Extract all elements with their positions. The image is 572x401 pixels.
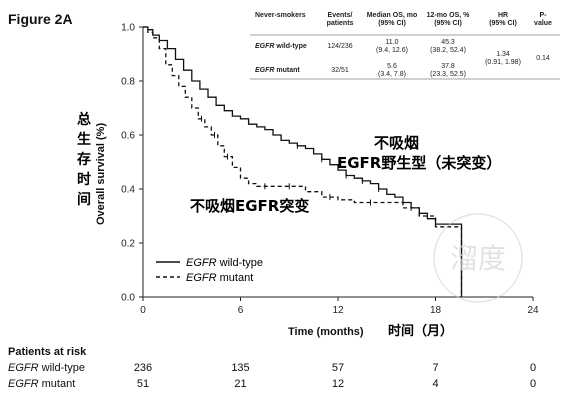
x-tick-label: 18	[430, 305, 442, 316]
table-header: 12-mo OS, %	[427, 12, 471, 19]
y-tick-label: 0.6	[121, 131, 135, 142]
table-cell-os12: 37.8	[441, 63, 455, 70]
watermark-logo: 溜度	[433, 213, 523, 303]
table-header: Median OS, mo	[367, 12, 418, 19]
y-tick-label: 1.0	[121, 23, 135, 34]
table-cell-events: 124/236	[327, 43, 352, 50]
chart-legend: EGFR wild-type EGFR mutant	[156, 257, 263, 284]
table-header: P-	[540, 12, 548, 19]
x-axis-title-cn: 时间（月）	[388, 323, 453, 339]
risk-row-label: EGFR wild-type	[8, 362, 86, 374]
mutant-curve	[143, 26, 463, 297]
table-cell-os12-ci: (23.3, 52.5)	[430, 71, 466, 78]
table-header: Never-smokers	[255, 12, 306, 19]
table-header: (95% CI)	[434, 20, 462, 27]
table-cell-os12-ci: (38.2, 52.4)	[430, 47, 466, 54]
risk-table-title: Patients at risk	[8, 346, 87, 358]
chart-axes: Time (months) 时间（月） Overall survival (%) 总生…	[77, 27, 533, 339]
risk-count: 0	[529, 378, 537, 390]
x-tick-label: 24	[527, 305, 539, 316]
table-cell-median-ci: (3.4, 7.8)	[378, 71, 406, 78]
table-row-group: EGFR mutant	[255, 67, 300, 74]
risk-table-row: EGFR mutant 51 21 12 4 0	[0, 378, 572, 392]
watermark-ring	[433, 213, 523, 303]
x-tick-label: 6	[238, 305, 244, 316]
risk-count: 12	[331, 378, 345, 390]
chart-censor-marks	[201, 115, 436, 228]
y-tick-label: 0.8	[121, 77, 135, 88]
annotation-mutant: 不吸烟EGFR突变	[190, 197, 309, 215]
risk-table-row: EGFR wild-type 236 135 57 7 0	[0, 362, 572, 376]
risk-count: 0	[529, 362, 537, 374]
risk-count: 236	[133, 362, 153, 374]
legend-label: EGFR mutant	[186, 272, 253, 284]
x-tick-label: 12	[332, 305, 344, 316]
y-axis-title-cn-char: 生	[77, 131, 91, 148]
y-axis-title: Overall survival (%)	[95, 123, 107, 225]
x-axis-title: Time (months)	[288, 326, 364, 338]
risk-count: 57	[331, 362, 345, 374]
table-header: patients	[327, 20, 354, 27]
figure-title: Figure 2A	[8, 11, 73, 27]
chart-ticks: 0.0 0.2 0.4 0.6 0.8 1.0 0 6 12 18 24	[121, 23, 539, 317]
risk-count: 51	[136, 378, 150, 390]
table-header: HR	[498, 12, 508, 19]
risk-row-label: EGFR mutant	[8, 378, 76, 390]
summary-table: Never-smokers Events/patients Median OS, m…	[250, 12, 560, 80]
table-cell-hr: 1.34	[496, 51, 510, 58]
y-axis-title-cn-char: 间	[77, 191, 91, 208]
table-cell-p: 0.14	[536, 55, 550, 62]
annotation-wildtype-line2: EGFR野生型（未突变）	[337, 154, 501, 172]
table-header: (95% CI)	[489, 20, 517, 27]
risk-count: 135	[231, 362, 250, 374]
y-tick-label: 0.4	[121, 185, 135, 196]
y-axis-title-cn-char: 总	[77, 111, 91, 128]
table-header: value	[534, 20, 552, 27]
table-cell-median: 11.0	[385, 39, 398, 46]
table-cell-os12: 45.3	[441, 39, 455, 46]
risk-count: 4	[432, 378, 439, 390]
table-cell-median: 5.6	[387, 63, 397, 70]
table-cell-hr-ci: (0.91, 1.98)	[485, 59, 521, 66]
table-row-group: EGFR wild-type	[255, 43, 307, 50]
table-cell-median-ci: (9.4, 12.6)	[376, 47, 408, 54]
legend-label: EGFR wild-type	[186, 257, 263, 269]
chart-annotations: 不吸烟 EGFR野生型（未突变） 不吸烟EGFR突变	[190, 134, 501, 215]
y-axis-title-cn-char: 存	[77, 151, 91, 168]
table-header: (95% CI)	[378, 20, 406, 27]
y-tick-label: 0.0	[121, 293, 135, 304]
risk-count: 7	[432, 362, 439, 374]
watermark-text: 溜度	[450, 242, 506, 275]
table-cell-events: 32/51	[331, 67, 349, 74]
risk-count: 21	[234, 378, 247, 390]
y-tick-label: 0.2	[121, 239, 135, 250]
y-axis-title-cn-char: 时	[77, 171, 91, 188]
table-header: Events/	[328, 12, 353, 19]
annotation-wildtype-line1: 不吸烟	[374, 134, 419, 152]
x-tick-label: 0	[140, 305, 146, 316]
